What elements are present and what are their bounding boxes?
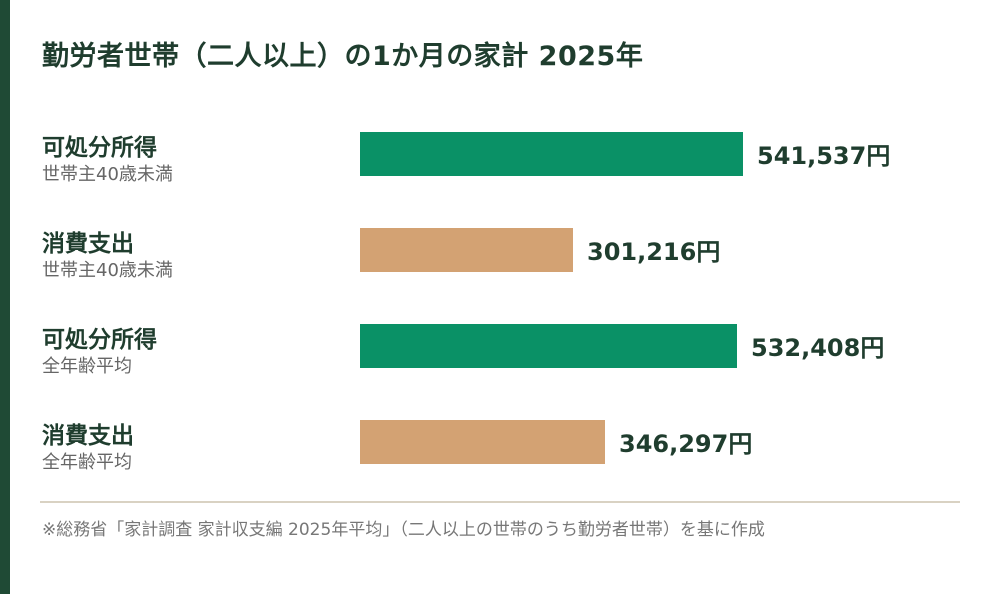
value-label: 541,537円 xyxy=(757,142,891,170)
spending-bar xyxy=(360,420,605,464)
row-sublabel: 全年齢平均 xyxy=(42,452,132,473)
row-sublabel: 世帯主40歳未満 xyxy=(42,260,173,281)
chart-row: 可処分所得世帯主40歳未満 541,537円 xyxy=(0,128,1000,188)
divider xyxy=(40,501,960,503)
chart-row: 消費支出全年齢平均 346,297円 xyxy=(0,416,1000,476)
spending-bar xyxy=(360,228,573,272)
chart-title: 勤労者世帯（二人以上）の1か月の家計 2025年 xyxy=(42,41,644,72)
row-sublabel: 世帯主40歳未満 xyxy=(42,164,173,185)
chart-row: 可処分所得全年齢平均 532,408円 xyxy=(0,320,1000,380)
income-bar xyxy=(360,324,737,368)
row-sublabel: 全年齢平均 xyxy=(42,356,132,377)
row-label: 可処分所得 xyxy=(42,327,157,353)
value-label: 301,216円 xyxy=(587,238,721,266)
row-label: 消費支出 xyxy=(42,231,134,257)
source-note: ※総務省「家計調査 家計収支編 2025年平均」（二人以上の世帯のうち勤労者世帯… xyxy=(42,520,765,540)
value-label: 346,297円 xyxy=(619,430,753,458)
income-bar xyxy=(360,132,743,176)
chart-row: 消費支出世帯主40歳未満 301,216円 xyxy=(0,224,1000,284)
row-label: 可処分所得 xyxy=(42,135,157,161)
accent-bar xyxy=(0,0,10,594)
row-label: 消費支出 xyxy=(42,423,134,449)
value-label: 532,408円 xyxy=(751,334,885,362)
